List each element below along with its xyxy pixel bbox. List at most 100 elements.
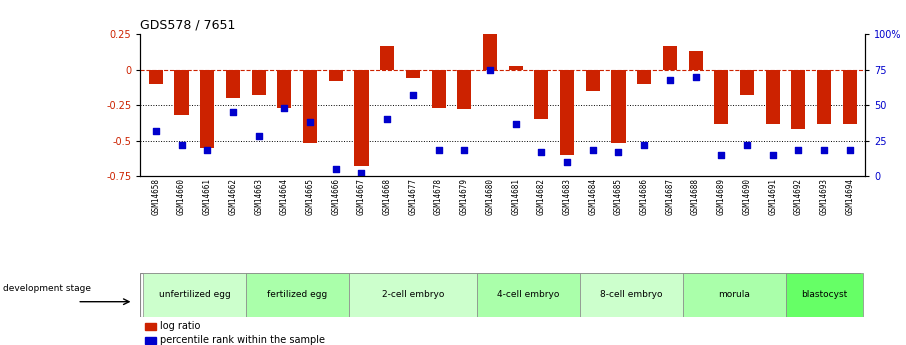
Point <box>483 67 497 72</box>
Text: GSM14694: GSM14694 <box>845 178 854 215</box>
Bar <box>145 323 156 330</box>
Bar <box>766 70 780 124</box>
Text: development stage: development stage <box>3 284 91 293</box>
Point <box>740 142 755 148</box>
Bar <box>381 46 394 70</box>
Point <box>508 121 523 126</box>
Point <box>354 170 369 176</box>
Point <box>380 117 394 122</box>
Bar <box>560 70 574 155</box>
Text: GSM14677: GSM14677 <box>409 178 418 215</box>
Text: morula: morula <box>718 290 750 299</box>
Text: GSM14689: GSM14689 <box>717 178 726 215</box>
Text: unfertilized egg: unfertilized egg <box>159 290 230 299</box>
Bar <box>349 273 477 317</box>
Point <box>817 148 832 153</box>
Point <box>689 74 703 80</box>
Text: GSM14665: GSM14665 <box>305 178 314 215</box>
Bar <box>683 273 786 317</box>
Bar <box>817 70 831 124</box>
Point <box>406 92 420 98</box>
Text: GSM14660: GSM14660 <box>177 178 186 215</box>
Bar <box>535 70 548 119</box>
Point <box>457 148 471 153</box>
Point <box>585 148 600 153</box>
Point <box>637 142 651 148</box>
Bar <box>226 70 240 98</box>
Bar <box>477 273 580 317</box>
Text: GSM14667: GSM14667 <box>357 178 366 215</box>
Point <box>200 148 215 153</box>
Bar <box>303 70 317 144</box>
Point <box>251 134 265 139</box>
Text: 8-cell embryo: 8-cell embryo <box>600 290 662 299</box>
Text: GSM14682: GSM14682 <box>537 178 546 215</box>
Bar <box>145 337 156 344</box>
Bar <box>431 70 446 108</box>
Bar <box>740 70 754 95</box>
Bar <box>354 70 369 166</box>
Point <box>277 105 292 111</box>
Text: GSM14681: GSM14681 <box>511 178 520 215</box>
Text: GSM14678: GSM14678 <box>434 178 443 215</box>
Text: GSM14668: GSM14668 <box>382 178 391 215</box>
Point <box>303 119 317 125</box>
Bar <box>143 273 246 317</box>
Text: GSM14683: GSM14683 <box>563 178 572 215</box>
Text: 4-cell embryo: 4-cell embryo <box>497 290 560 299</box>
Text: log ratio: log ratio <box>160 321 200 331</box>
Text: GDS578 / 7651: GDS578 / 7651 <box>140 19 236 32</box>
Text: GSM14663: GSM14663 <box>255 178 263 215</box>
Text: 2-cell embryo: 2-cell embryo <box>381 290 444 299</box>
Point <box>329 166 343 171</box>
Bar <box>786 273 863 317</box>
Bar <box>612 70 625 144</box>
Text: GSM14658: GSM14658 <box>151 178 160 215</box>
Text: GSM14679: GSM14679 <box>459 178 468 215</box>
Bar <box>175 70 188 115</box>
Point <box>174 142 188 148</box>
Bar <box>689 51 703 70</box>
Bar <box>843 70 857 124</box>
Point <box>431 148 446 153</box>
Text: GSM14692: GSM14692 <box>794 178 803 215</box>
Text: GSM14684: GSM14684 <box>588 178 597 215</box>
Bar <box>200 70 215 148</box>
Bar <box>580 273 683 317</box>
Bar <box>252 70 265 95</box>
Point <box>843 148 857 153</box>
Point <box>612 149 626 155</box>
Bar <box>149 70 163 84</box>
Text: percentile rank within the sample: percentile rank within the sample <box>160 335 325 345</box>
Bar <box>483 32 497 70</box>
Point <box>662 77 677 82</box>
Text: GSM14661: GSM14661 <box>203 178 212 215</box>
Text: GSM14686: GSM14686 <box>640 178 649 215</box>
Bar <box>277 70 292 108</box>
Bar <box>458 70 471 109</box>
Text: GSM14690: GSM14690 <box>743 178 751 215</box>
Bar <box>329 70 342 81</box>
Text: GSM14666: GSM14666 <box>332 178 341 215</box>
Point <box>766 152 780 157</box>
Bar <box>637 70 651 84</box>
Text: fertilized egg: fertilized egg <box>267 290 327 299</box>
Text: GSM14688: GSM14688 <box>691 178 700 215</box>
Point <box>535 149 549 155</box>
Text: GSM14691: GSM14691 <box>768 178 777 215</box>
Text: GSM14662: GSM14662 <box>228 178 237 215</box>
Point <box>791 148 805 153</box>
Bar <box>791 70 805 129</box>
Bar <box>406 70 420 78</box>
Bar <box>508 66 523 70</box>
Text: GSM14685: GSM14685 <box>614 178 623 215</box>
Bar <box>663 46 677 70</box>
Text: blastocyst: blastocyst <box>801 290 847 299</box>
Bar <box>246 273 349 317</box>
Text: GSM14687: GSM14687 <box>665 178 674 215</box>
Point <box>714 152 728 157</box>
Bar <box>585 70 600 91</box>
Point <box>149 128 163 134</box>
Text: GSM14664: GSM14664 <box>280 178 289 215</box>
Point <box>560 159 574 165</box>
